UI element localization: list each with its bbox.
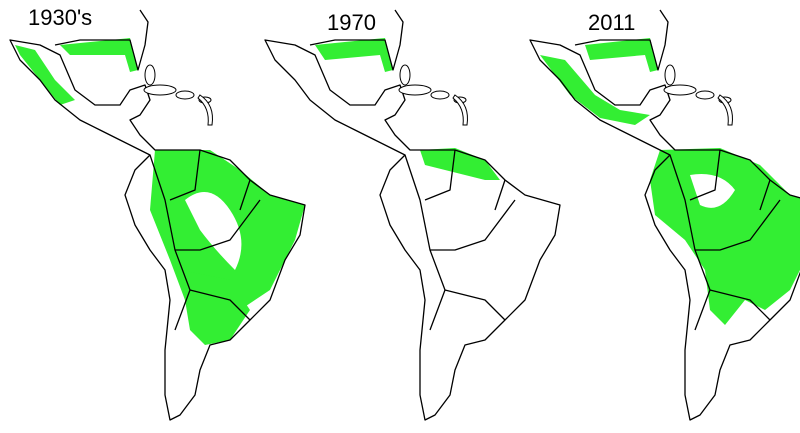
map-title: 1970 bbox=[327, 10, 376, 35]
map-title: 1930's bbox=[28, 5, 92, 30]
map-2011: 2011 bbox=[529, 9, 800, 421]
map-title: 2011 bbox=[588, 10, 635, 35]
map-1970: 1970 bbox=[264, 9, 561, 421]
map-1930s: 1930's bbox=[9, 5, 306, 421]
